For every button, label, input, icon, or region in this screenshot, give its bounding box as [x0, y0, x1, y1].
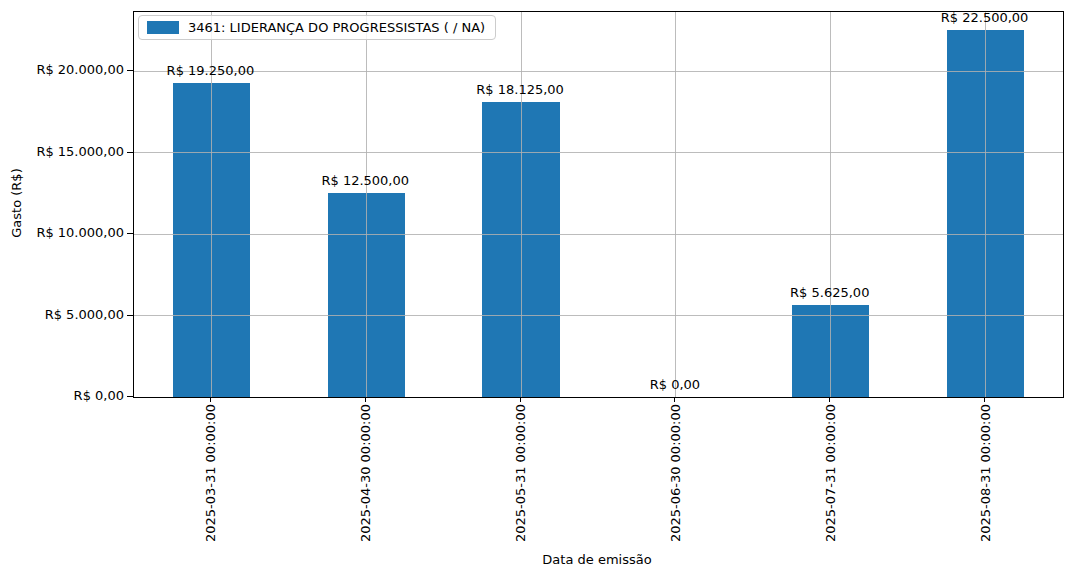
x-axis-title: Data de emissão: [542, 552, 651, 567]
x-tick-label-text: 2025-08-31 00:00:00: [977, 404, 992, 542]
x-tick-label: 2025-06-30 00:00:00: [667, 404, 682, 542]
x-tick-label-text: 2025-05-31 00:00:00: [513, 404, 528, 542]
y-axis-title: Gasto (R$): [9, 168, 24, 237]
gridline-horizontal: [134, 152, 1063, 153]
x-tick-label-text: 2025-06-30 00:00:00: [667, 404, 682, 542]
x-tick-label: 2025-08-31 00:00:00: [977, 404, 992, 542]
y-tick-label: R$ 15.000,00: [0, 144, 124, 160]
x-tick-label: 2025-07-31 00:00:00: [822, 404, 837, 542]
gridline-horizontal: [134, 315, 1063, 316]
plot-area: [133, 11, 1064, 398]
y-tick-label: R$ 20.000,00: [0, 62, 124, 78]
x-tick-label: 2025-05-31 00:00:00: [513, 404, 528, 542]
legend: 3461: LIDERANÇA DO PROGRESSISTAS ( / NA): [138, 15, 496, 40]
x-tick-label-text: 2025-07-31 00:00:00: [822, 404, 837, 542]
x-tick-label-text: 2025-04-30 00:00:00: [358, 404, 373, 542]
x-tick-label: 2025-04-30 00:00:00: [358, 404, 373, 542]
x-tick-label-text: 2025-03-31 00:00:00: [203, 404, 218, 542]
y-tick-label: R$ 5.000,00: [0, 307, 124, 323]
legend-label: 3461: LIDERANÇA DO PROGRESSISTAS ( / NA): [188, 20, 485, 35]
x-tick-label: 2025-03-31 00:00:00: [203, 404, 218, 542]
y-tick-label: R$ 0,00: [0, 388, 124, 404]
bar-chart-figure: R$ 0,00R$ 5.000,00R$ 10.000,00R$ 15.000,…: [0, 0, 1072, 580]
gridline-horizontal: [134, 234, 1063, 235]
gridline-horizontal: [134, 71, 1063, 72]
legend-swatch: [147, 21, 179, 34]
